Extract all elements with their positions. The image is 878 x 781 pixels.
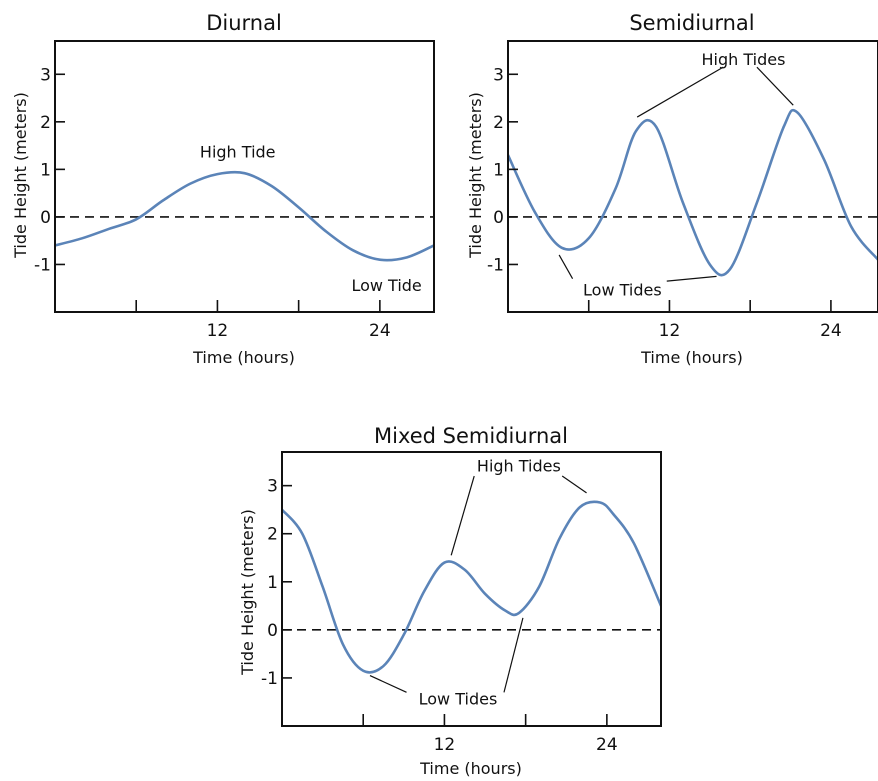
y-tick-label: 2 [493,113,504,133]
y-tick-label: -1 [261,669,278,689]
annotation-leader [369,674,407,693]
x-tick-label: 24 [369,321,391,341]
y-tick-label: -1 [487,255,504,275]
x-tick-label: 12 [207,321,229,341]
plot-frame [54,40,435,313]
y-tick-label: 2 [40,113,51,133]
plot-frame [281,451,662,727]
x-axis-label: Time (hours) [419,759,522,778]
plot-area: 3 2 1 0 -1 12 24 High Tides Low Tides [487,40,878,341]
y-axis-label: Tide Height (meters) [466,92,485,259]
chart-title: Mixed Semidiurnal [374,424,568,448]
y-tick-label: 0 [267,621,278,641]
annotation-leader [558,254,574,280]
x-axis-label: Time (hours) [640,348,743,367]
annotation-leader [756,66,794,106]
annotation-label: High Tide [200,143,276,162]
y-tick-label: 0 [493,208,504,228]
chart-mixed-semidiurnal: Mixed Semidiurnal Tide Height (meters) T… [238,424,662,778]
y-tick-label: 0 [40,208,51,228]
tide-curve [55,170,434,262]
tide-curve [508,108,878,277]
y-tick-label: 3 [493,65,504,85]
plot-area: 3 2 1 0 -1 12 24 High Tides Low Tides [261,451,662,755]
y-axis-label: Tide Height (meters) [238,509,257,676]
annotation-leader [666,275,717,282]
y-tick-label: 3 [267,477,278,497]
annotation-leader [636,66,724,118]
x-tick-label: 24 [820,321,842,341]
x-axis-label: Time (hours) [192,348,295,367]
x-tick-label: 12 [659,321,681,341]
y-tick-label: 2 [267,525,278,545]
y-axis-label: Tide Height (meters) [11,92,30,259]
chart-semidiurnal: Semidiurnal Tide Height (meters) Time (h… [466,11,878,367]
tide-curve [282,500,661,674]
y-tick-label: 3 [40,65,51,85]
annotation-label: Low Tides [583,281,662,300]
annotation-label: Low Tides [419,690,498,709]
x-tick-label: 12 [434,735,456,755]
x-tick-label: 24 [596,735,618,755]
plot-area: 3 2 1 0 -1 12 24 High Tide Low Tide [34,40,435,341]
annotation-leader [450,475,475,556]
annotation-leader [561,475,587,494]
chart-diurnal: Diurnal Tide Height (meters) Time (hours… [11,11,435,367]
chart-title: Diurnal [206,11,282,35]
y-tick-label: 1 [267,573,278,593]
y-tick-label: 1 [493,160,504,180]
annotation-label: Low Tide [351,276,421,295]
y-tick-label: -1 [34,255,51,275]
plot-frame [507,40,878,313]
chart-title: Semidiurnal [629,11,754,35]
annotation-leader [503,617,524,693]
y-tick-label: 1 [40,160,51,180]
annotation-label: High Tides [477,456,561,475]
annotation-label: High Tides [701,50,785,69]
